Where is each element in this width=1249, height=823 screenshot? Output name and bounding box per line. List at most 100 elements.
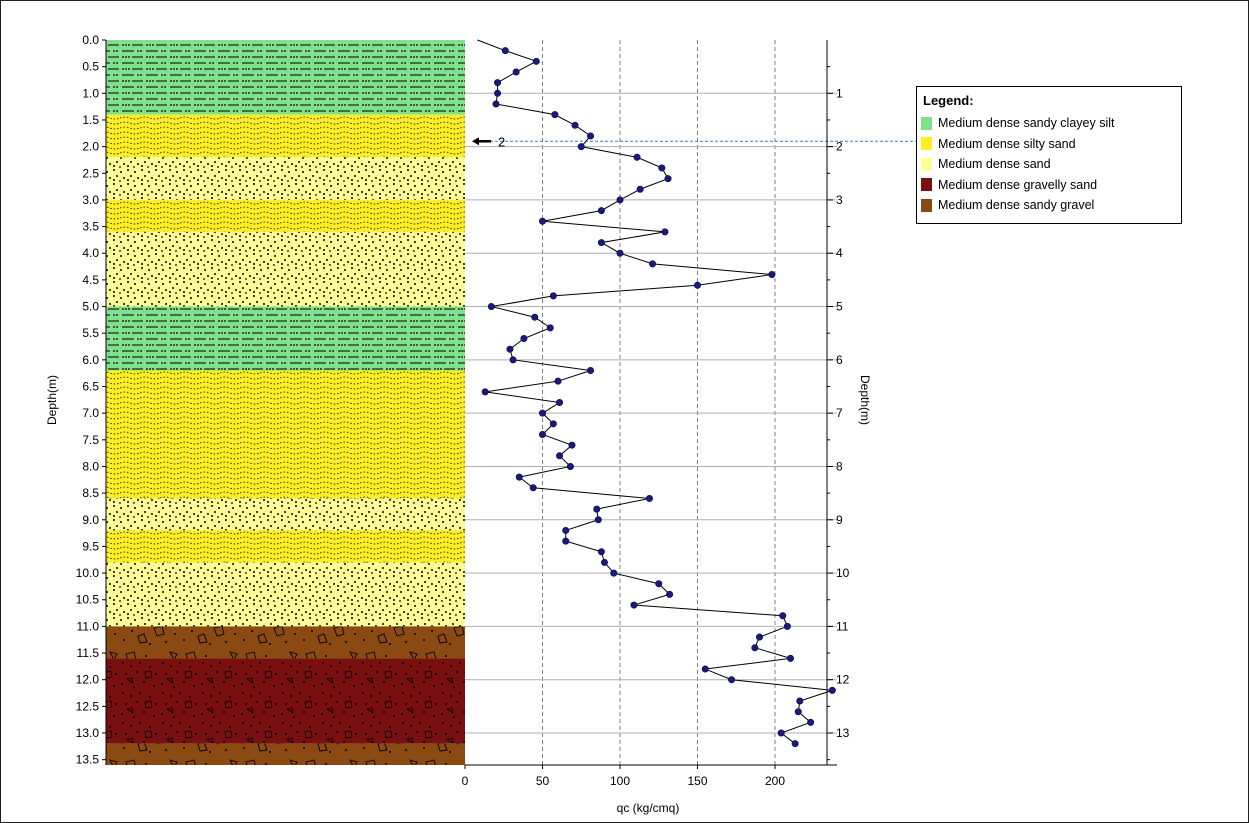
qc-point-21 <box>768 271 776 279</box>
y-tick-label-2: 1.0 <box>82 86 99 100</box>
qc-point-50 <box>655 580 663 588</box>
y2-tick-label-2: 3 <box>836 193 843 207</box>
legend-title: Legend: <box>923 93 974 108</box>
qc-point-16 <box>538 217 546 225</box>
qc-point-59 <box>728 676 736 684</box>
qc-line <box>477 39 833 745</box>
soil-layer-pattern-9 <box>106 562 465 627</box>
legend-items: Medium dense sandy clayey silt Medium den… <box>921 113 1181 216</box>
plot-grid <box>465 40 1000 765</box>
y2-tick-label-9: 10 <box>836 566 850 580</box>
qc-point-37 <box>568 441 576 449</box>
y-tick-label-27: 13.5 <box>76 753 100 767</box>
y-tick-label-22: 11.0 <box>77 619 100 633</box>
soil-layer-pattern-0 <box>106 40 465 115</box>
marker-label: 2 <box>498 134 505 149</box>
legend-swatch-4 <box>921 198 932 212</box>
qc-point-18 <box>597 239 605 247</box>
legend-swatch-2 <box>921 157 932 171</box>
qc-point-22 <box>693 281 701 289</box>
y-tick-label-7: 3.5 <box>82 220 99 234</box>
qc-point-13 <box>636 185 644 193</box>
y2-tick-label-8: 9 <box>836 513 843 527</box>
qc-point-44 <box>594 516 602 524</box>
qc-point-57 <box>786 654 794 662</box>
qc-point-46 <box>562 537 570 545</box>
qc-point-8 <box>587 132 595 140</box>
qc-point-64 <box>777 729 785 737</box>
y-tick-label-10: 5.0 <box>82 300 99 314</box>
soil-layer-pattern-7 <box>106 498 465 531</box>
x-tick-label-1: 50 <box>536 774 550 788</box>
qc-point-2 <box>512 68 520 76</box>
qc-point-53 <box>779 612 787 620</box>
qc-point-62 <box>794 708 802 716</box>
legend-label-1: Medium dense silty sand <box>938 136 1076 151</box>
qc-point-14 <box>616 196 624 204</box>
qc-point-3 <box>494 79 502 87</box>
qc-point-47 <box>597 548 605 556</box>
qc-point-48 <box>600 558 608 566</box>
qc-point-6 <box>551 111 559 119</box>
x-tick-label-2: 100 <box>610 774 630 788</box>
x-axis-label: qc (kg/cmq) <box>617 801 680 815</box>
qc-point-10 <box>633 153 641 161</box>
x-tick-label-3: 150 <box>687 774 707 788</box>
y-tick-label-20: 10.0 <box>76 566 100 580</box>
y-tick-label-12: 6.0 <box>82 353 99 367</box>
soil-layer-pattern-2 <box>106 157 465 200</box>
y-axis-label: Depth(m) <box>45 375 59 425</box>
y-tick-label-6: 3.0 <box>82 193 99 207</box>
marker-arrow-icon <box>472 137 479 146</box>
legend-label-4: Medium dense sandy gravel <box>938 198 1095 213</box>
qc-point-63 <box>807 718 815 726</box>
qc-point-24 <box>487 303 495 311</box>
y2-tick-label-4: 5 <box>836 300 843 314</box>
legend-item-0: Medium dense sandy clayey silt <box>921 113 1181 134</box>
legend-label-3: Medium dense gravelly sand <box>938 177 1098 192</box>
qc-point-38 <box>556 452 564 460</box>
y-tick-label-26: 13.0 <box>76 726 100 740</box>
legend-swatch-3 <box>921 178 932 192</box>
qc-point-31 <box>554 377 562 385</box>
soil-layer-pattern-12 <box>106 743 465 765</box>
qc-point-35 <box>549 420 557 428</box>
soil-layer-pattern-4 <box>106 231 465 307</box>
legend-box: Legend: Medium dense sandy clayey silt Me… <box>916 86 1182 224</box>
qc-point-49 <box>610 569 618 577</box>
y-tick-label-19: 9.5 <box>82 539 99 553</box>
qc-point-0 <box>501 47 509 55</box>
y-tick-label-4: 2.0 <box>82 140 99 154</box>
y2-tick-label-12: 13 <box>836 726 850 740</box>
y-tick-label-14: 7.0 <box>82 406 99 420</box>
qc-point-17 <box>661 228 669 236</box>
y-tick-label-25: 12.5 <box>76 699 100 713</box>
y2-tick-label-5: 6 <box>836 353 843 367</box>
y2-tick-label-11: 12 <box>836 673 850 687</box>
y-tick-label-3: 1.5 <box>82 113 99 127</box>
qc-point-23 <box>549 292 557 300</box>
qc-point-5 <box>492 100 500 108</box>
y2-tick-label-6: 7 <box>836 406 843 420</box>
soil-layer-pattern-11 <box>106 658 465 744</box>
qc-series <box>477 39 836 748</box>
y-tick-label-16: 8.0 <box>82 459 99 473</box>
x-tick-label-0: 0 <box>462 774 469 788</box>
qc-point-26 <box>546 324 554 332</box>
qc-point-30 <box>587 367 595 375</box>
qc-point-55 <box>755 633 763 641</box>
y-tick-label-18: 9.0 <box>82 513 99 527</box>
qc-point-27 <box>520 335 528 343</box>
y2-tick-label-0: 1 <box>836 86 843 100</box>
y-tick-label-23: 11.5 <box>77 646 100 660</box>
x-tick-label-4: 200 <box>765 774 785 788</box>
y2-tick-label-7: 8 <box>836 459 843 473</box>
qc-point-39 <box>566 462 574 470</box>
plot-axes: 0.0 0.5 1.0 1.5 2.0 2.5 3.0 3.5 4.0 4.5 5.0 5.5 6.0 6… <box>76 33 850 788</box>
qc-point-52 <box>630 601 638 609</box>
qc-point-58 <box>701 665 709 673</box>
qc-point-60 <box>828 686 836 694</box>
legend-label-0: Medium dense sandy clayey silt <box>938 116 1115 131</box>
y2-axis-label: Depth(m) <box>858 375 872 425</box>
